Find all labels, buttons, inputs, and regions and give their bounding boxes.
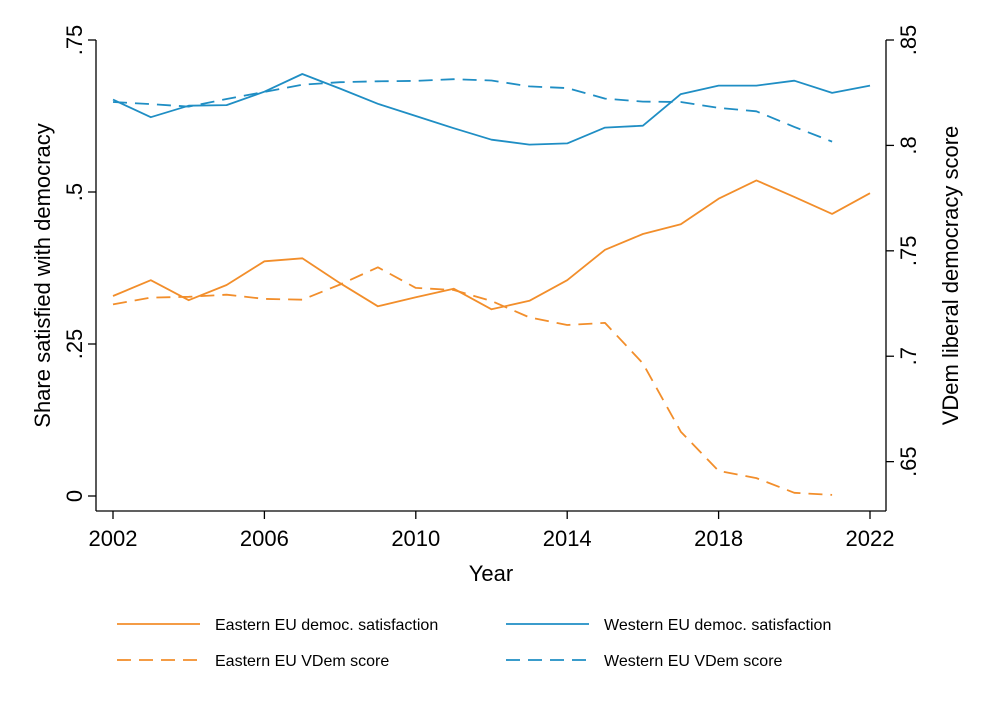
- series-layer: [112, 73, 871, 496]
- y-left-tick-label: .5: [62, 183, 87, 201]
- y-axis-right-title: VDem liberal democracy score: [938, 126, 963, 426]
- series-line-4: [112, 78, 833, 143]
- y-right-tick-label: .65: [896, 446, 921, 477]
- series-line-2: [112, 73, 871, 146]
- axes-layer: 2002 2006 2010 2014 2018 2022 0 .25 .5 .75 .65 .7 .7…: [62, 25, 921, 551]
- legend-label-4: Western EU VDem score: [604, 653, 783, 670]
- legend: Eastern EU democ. satisfaction Western EU…: [117, 617, 831, 670]
- y-left-tick-label: .25: [62, 329, 87, 360]
- x-tick-label: 2006: [240, 526, 289, 551]
- x-axis-title: Year: [469, 561, 513, 586]
- x-tick-label: 2022: [846, 526, 895, 551]
- y-right-tick-label: .85: [896, 25, 921, 56]
- legend-label-3: Eastern EU VDem score: [215, 653, 389, 670]
- series-line-1: [112, 179, 871, 311]
- series-line-3: [112, 266, 833, 496]
- y-left-tick-label: .75: [62, 25, 87, 56]
- x-tick-label: 2018: [694, 526, 743, 551]
- y-right-tick-label: .7: [896, 347, 921, 365]
- x-tick-label: 2010: [391, 526, 440, 551]
- y-left-tick-label: 0: [62, 490, 87, 502]
- legend-label-1: Eastern EU democ. satisfaction: [215, 617, 438, 634]
- y-right-tick-label: .8: [896, 136, 921, 154]
- x-tick-label: 2014: [543, 526, 592, 551]
- y-right-tick-label: .75: [896, 236, 921, 267]
- legend-label-2: Western EU democ. satisfaction: [604, 617, 831, 634]
- x-tick-label: 2002: [89, 526, 138, 551]
- y-axis-left-title: Share satisfied with democracy: [30, 123, 55, 427]
